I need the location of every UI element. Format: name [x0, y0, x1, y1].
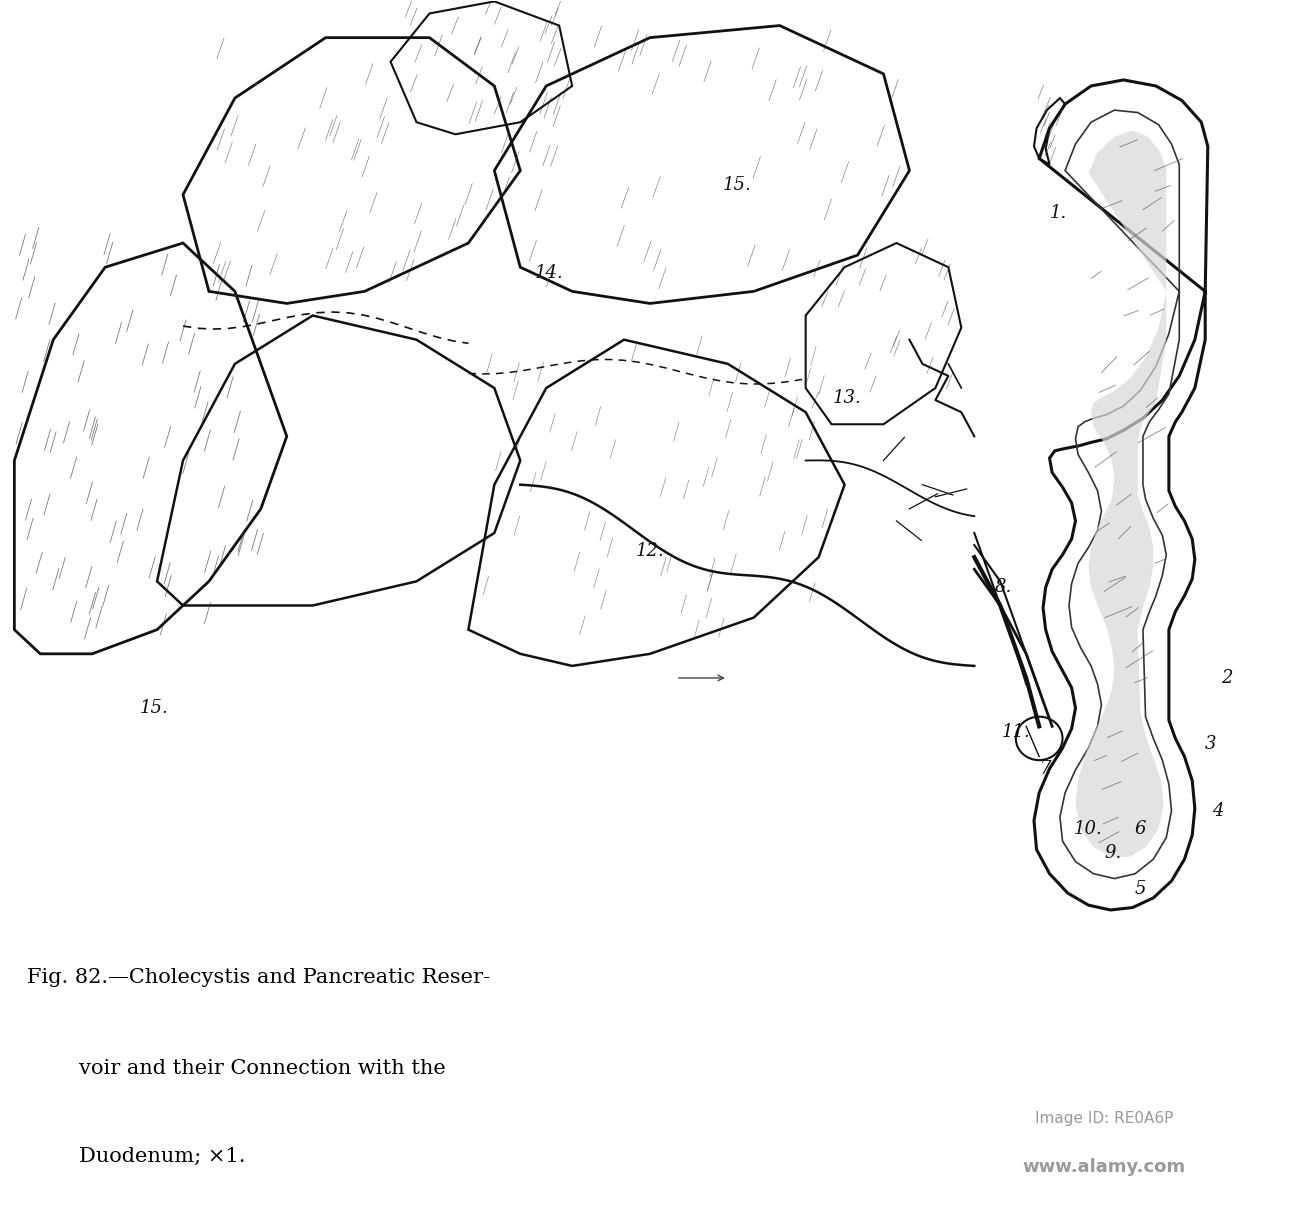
Polygon shape — [1075, 131, 1166, 857]
Text: Image ID: RE0A6P: Image ID: RE0A6P — [1035, 1112, 1173, 1126]
Text: 8.: 8. — [994, 579, 1011, 596]
Text: Fig. 82.—Cholecystis and Pancreatic Reser-: Fig. 82.—Cholecystis and Pancreatic Rese… — [27, 968, 490, 987]
Text: 15.: 15. — [723, 176, 751, 194]
Text: Duodenum; ×1.: Duodenum; ×1. — [79, 1147, 246, 1166]
Text: 6: 6 — [1135, 820, 1147, 838]
Text: 15.: 15. — [140, 699, 169, 717]
Text: 11.: 11. — [1001, 723, 1030, 741]
Text: 7: 7 — [1040, 759, 1052, 777]
Text: 4: 4 — [1213, 802, 1223, 820]
Text: 13.: 13. — [833, 389, 862, 407]
Text: 10.: 10. — [1074, 820, 1102, 838]
Text: 9.: 9. — [1105, 844, 1122, 862]
Text: 2: 2 — [1222, 668, 1232, 687]
Text: 12.: 12. — [636, 543, 664, 561]
Text: 3: 3 — [1205, 735, 1217, 753]
Text: www.alamy.com: www.alamy.com — [1023, 1159, 1186, 1176]
Text: 1.: 1. — [1050, 203, 1067, 222]
Text: 5: 5 — [1135, 880, 1147, 899]
Text: voir and their Connection with the: voir and their Connection with the — [79, 1058, 446, 1078]
Text: 14.: 14. — [534, 264, 563, 282]
